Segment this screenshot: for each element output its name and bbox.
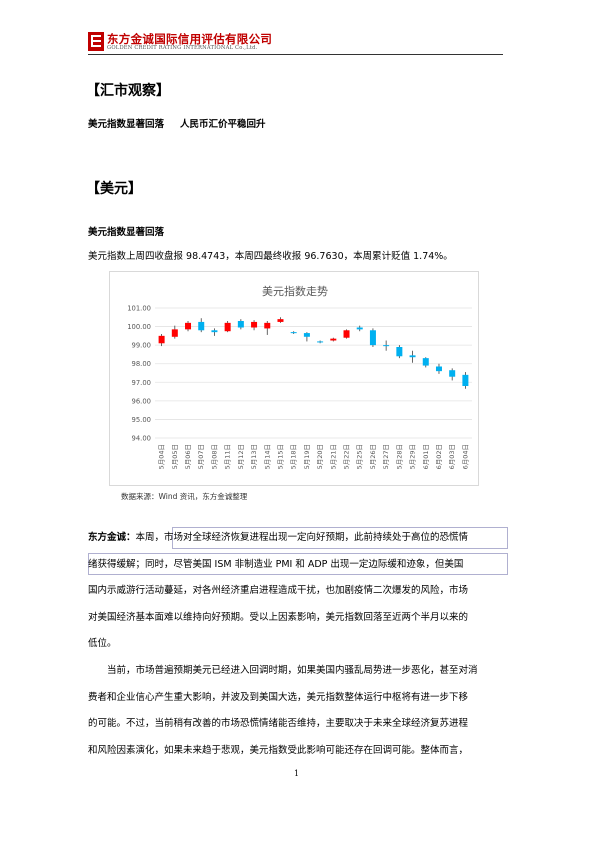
chart-candle-body [330,338,337,341]
chart-candle-body [383,345,390,347]
usd-index-chart-svg: 美元指数走势 94.00 95.00 96.00 97.00 98.00 99.00 100… [127,284,472,469]
chart-y-tick-label: 100.00 [127,323,151,331]
chart-y-tick-label: 95.00 [132,416,151,424]
company-logo-icon [88,32,104,51]
chart-candle-body [264,322,271,329]
page-header: 东方金诚国际信用评估有限公司 GOLDEN CREDIT RATING INTE… [88,31,503,55]
outlook-line: 当前，市场普遍预期美元已经进入回调时期，如果美国内骚乱局势进一步恶化，甚至对消 [107,665,478,676]
chart-candle-body [237,321,244,328]
chart-x-tick-label: 5月08日 [210,444,218,469]
chart-x-tick-label: 6月04日 [461,444,469,469]
chart-candle-body [369,330,376,346]
chart-x-tick-label: 5月06日 [184,444,192,469]
headline-right: 人民币汇价平稳回升 [180,119,266,130]
commentary-line: 国内示威游行活动蔓延，对各州经济重启进程造成干扰，也加剧疫情二次爆发的风险，市场 [88,585,469,596]
chart-title: 美元指数走势 [262,284,328,298]
page-number: 1 [294,769,300,778]
chart-candle-body [462,374,469,386]
chart-x-tick-label: 5月28日 [395,444,403,469]
chart-x-tick-label: 5月25日 [356,444,364,469]
outlook-line: 和风险因素演化，如果未来趋于悲观，美元指数受此影响可能还存在回调可能。整体而言， [88,744,469,756]
chart-candle-body [449,370,456,377]
headline-row: 美元指数显著回落 人民币汇价平稳回升 [88,116,266,130]
commentary-line: 东方金诚：本周，市场对全球经济恢复进程出现一定向好预期，此前持续处于高位的恐慌情 [88,532,469,543]
chart-candle-body [158,335,165,344]
chart-candle-body [303,333,310,337]
chart-candle-body [185,322,192,330]
chart-candle-body [356,327,363,330]
chart-y-tick-label: 94.00 [132,435,151,443]
chart-source-note: 数据来源：Wind 资讯，东方金诚整理 [121,492,248,501]
chart-candle-body [409,355,416,358]
chart-x-tick-label: 5月26日 [369,444,377,469]
chart-x-tick-label: 6月02日 [435,444,443,469]
company-name-en: GOLDEN CREDIT RATING INTERNATIONAL Co.,L… [107,45,258,51]
chart-x-tick-label: 5月29日 [409,444,417,469]
commentary-line: 绪获得缓解；同时，尽管美国 ISM 非制造业 PMI 和 ADP 出现一定边际缓… [88,558,464,570]
chart-x-tick-label: 5月04日 [158,444,166,469]
chart-x-tick-label: 5月19日 [303,444,311,469]
chart-candle-body [224,322,231,332]
outlook-line: 的可能。不过，当前稍有改善的市场恐慌情绪能否维持，主要取决于未来全球经济复苏进程 [88,718,469,729]
chart-x-tick-label: 6月03日 [448,444,456,469]
chart-x-tick-label: 5月12日 [237,444,245,469]
chart-x-tick-label: 5月05日 [171,444,179,469]
header-divider [88,54,503,55]
chart-candle-body [251,321,258,328]
usd-summary: 美元指数上周四收盘报 98.4743，本周四最终收报 96.7630，本周累计贬… [88,251,453,262]
chart-x-tick-label: 5月15日 [276,444,284,469]
chart-y-tick-label: 96.00 [132,397,151,405]
chart-candle-body [211,330,218,333]
chart-y-tick-label: 97.00 [132,379,151,387]
chart-candle-body [422,358,429,366]
chart-x-tick-label: 5月21日 [329,444,337,469]
headline-left: 美元指数显著回落 [88,119,165,130]
highlight-box-1 [172,527,508,549]
chart-x-tick-label: 5月11日 [224,444,232,469]
chart-x-tick-label: 6月01日 [422,444,430,469]
chart-candle-body [198,321,205,331]
section-title-usd: 【美元】 [86,181,142,197]
commentary-line: 对美国经济基本面难以维持向好预期。受以上因素影响，美元指数回落至近两个半月以来的 [88,611,469,623]
company-name-cn: 东方金诚国际信用评估有限公司 [107,32,273,46]
chart-x-tick-label: 5月27日 [382,444,390,469]
chart-candle-body [277,319,284,322]
chart-y-tick-label: 99.00 [132,342,151,350]
chart-x-tick-label: 5月20日 [316,444,324,469]
chart-candle-body [396,347,403,357]
chart-x-tick-label: 5月13日 [250,444,258,469]
commentary-paragraph: 东方金诚：本周，市场对全球经济恢复进程出现一定向好预期，此前持续处于高位的恐慌情… [88,525,508,658]
chart-y-tick-label: 98.00 [132,360,151,368]
chart-x-tick-label: 5月18日 [290,444,298,469]
chart-candle-body [290,332,297,334]
usd-subtitle: 美元指数显著回落 [88,227,165,238]
commentary-line: 低位。 [88,638,117,649]
chart-y-tick-label: 101.00 [127,305,151,313]
highlight-box-2 [88,553,508,575]
chart-candle-body [317,341,324,343]
outlook-paragraph: 当前，市场普遍预期美元已经进入回调时期，如果美国内骚乱局势进一步恶化，甚至对消 … [88,658,508,764]
chart-x-tick-label: 5月14日 [263,444,271,469]
usd-index-chart: 美元指数走势 94.00 95.00 96.00 97.00 98.00 99.00 100… [109,271,479,486]
chart-candle-body [171,329,178,337]
chart-candle-body [343,330,350,338]
section-title-market: 【汇市观察】 [86,83,170,99]
chart-x-tick-label: 5月07日 [197,444,205,469]
chart-candle-body [435,366,442,372]
outlook-line: 费者和企业信心产生重大影响，并波及到美国大选，美元指数整体运行中枢将有进一步下移 [88,691,469,703]
commentary-label: 东方金诚： [88,532,136,543]
chart-x-tick-label: 5月22日 [343,444,351,469]
